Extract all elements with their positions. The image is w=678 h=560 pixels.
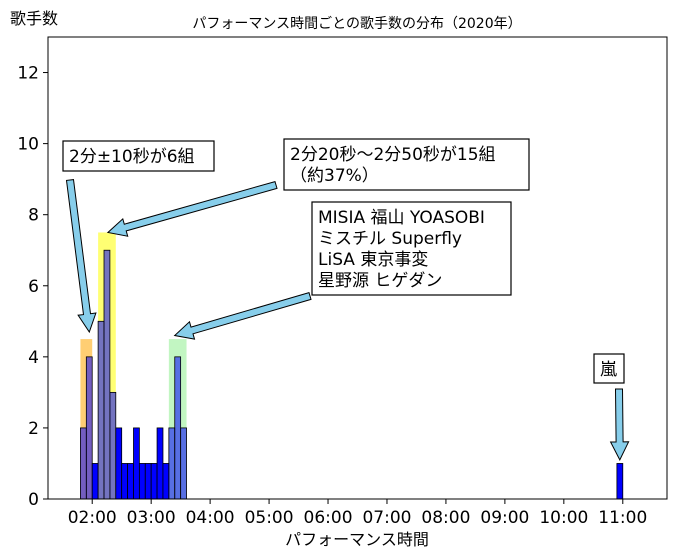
annotation-1: 2分±10秒が6組 bbox=[62, 140, 215, 334]
annotation-box bbox=[593, 353, 625, 384]
annotation-arrow bbox=[65, 179, 97, 334]
x-tick-label: 04:00 bbox=[186, 508, 235, 528]
chart-title: パフォーマンス時間ごとの歌手数の分布（2020年） bbox=[192, 16, 521, 32]
bar bbox=[121, 463, 128, 500]
x-tick-label: 11:00 bbox=[598, 508, 647, 528]
annotation-text: （約37%） bbox=[290, 166, 379, 186]
x-tick-label: 02:00 bbox=[68, 508, 117, 528]
y-tick-label: 10 bbox=[17, 135, 39, 155]
annotation-arrow bbox=[173, 291, 312, 340]
bar bbox=[109, 391, 117, 500]
x-axis-ticks: 02:00 03:00 04:00 05:00 06:00 07:00 08:00 09:00… bbox=[68, 499, 647, 528]
y-tick-label: 12 bbox=[17, 64, 39, 84]
bar bbox=[180, 427, 187, 500]
annotations: 2分±10秒が6組 2分20秒〜2分50秒が15組（約37%）MISIA 福山 Y… bbox=[62, 138, 630, 462]
annotation-text: 2分20秒〜2分50秒が15組 bbox=[290, 145, 496, 165]
bar bbox=[115, 427, 123, 500]
annotation-arrow bbox=[609, 388, 630, 462]
annotation-text: LiSA 東京事変 bbox=[318, 250, 428, 270]
bar bbox=[156, 427, 164, 500]
annotation-text: MISIA 福山 YOASOBI bbox=[318, 208, 485, 228]
bar bbox=[80, 427, 87, 500]
bar bbox=[103, 249, 111, 500]
y-tick-label: 6 bbox=[28, 277, 39, 297]
y-axis-label: 歌手数 bbox=[10, 9, 58, 28]
bar bbox=[174, 356, 182, 500]
y-tick-label: 4 bbox=[28, 348, 39, 368]
annotation-text: 2分±10秒が6組 bbox=[69, 147, 195, 167]
bar bbox=[144, 463, 152, 500]
bar bbox=[133, 427, 140, 500]
bar bbox=[616, 463, 624, 500]
bar bbox=[138, 463, 146, 500]
annotation-2: 2分20秒〜2分50秒が15組（約37%） bbox=[106, 138, 530, 237]
histogram-bars bbox=[80, 249, 624, 500]
x-tick-label: 10:00 bbox=[539, 508, 588, 528]
annotation-text: ミスチル Superfly bbox=[318, 229, 462, 249]
bar bbox=[150, 463, 158, 500]
plot-frame bbox=[47, 36, 668, 500]
bar bbox=[127, 463, 134, 500]
annotation-box bbox=[62, 140, 215, 172]
annotation-box bbox=[311, 201, 512, 296]
annotation-arrow bbox=[106, 180, 278, 237]
x-tick-label: 08:00 bbox=[421, 508, 470, 528]
x-tick-label: 05:00 bbox=[245, 508, 294, 528]
bar bbox=[168, 427, 176, 500]
y-tick-label: 8 bbox=[28, 206, 39, 226]
annotation-text: 嵐 bbox=[600, 360, 617, 380]
bar bbox=[85, 356, 93, 500]
bar bbox=[91, 463, 99, 500]
x-tick-label: 03:00 bbox=[127, 508, 176, 528]
y-tick-label: 2 bbox=[28, 419, 39, 439]
x-tick-label: 06:00 bbox=[304, 508, 353, 528]
bar bbox=[162, 463, 170, 500]
annotation-box bbox=[283, 138, 530, 191]
annotation-text: 星野源 ヒゲダン bbox=[318, 271, 442, 291]
x-tick-label: 09:00 bbox=[480, 508, 529, 528]
y-axis-ticks: 0 2 4 6 8 10 12 bbox=[17, 64, 48, 510]
y-tick-label: 0 bbox=[28, 490, 39, 510]
annotation-4: 嵐 bbox=[593, 353, 630, 462]
x-axis-label: パフォーマンス時間 bbox=[285, 530, 429, 549]
x-tick-label: 07:00 bbox=[362, 508, 411, 528]
bar bbox=[97, 320, 105, 500]
